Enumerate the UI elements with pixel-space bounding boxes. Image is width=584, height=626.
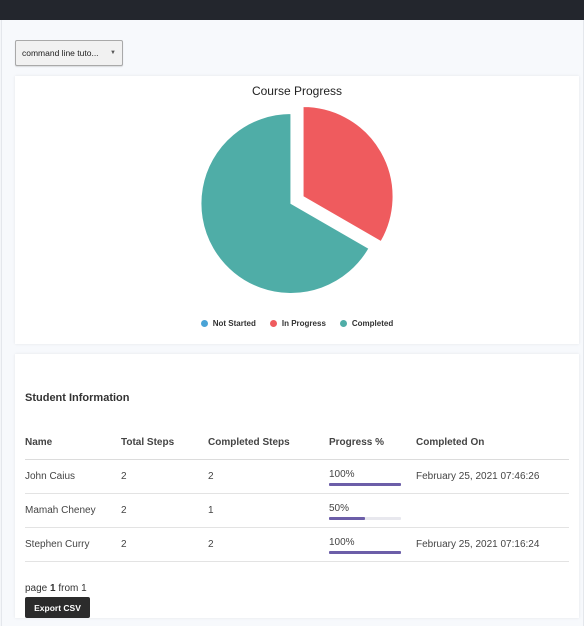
column-header-completed-on: Completed On: [416, 425, 569, 460]
cell-progress: 50%: [329, 493, 416, 528]
course-select[interactable]: command line tuto... ▼: [15, 40, 123, 66]
legend-item-completed[interactable]: Completed: [339, 319, 394, 328]
column-header-name: Name: [25, 425, 121, 460]
cell-name: Mamah Cheney: [25, 493, 121, 528]
cell-completed-on: [416, 493, 569, 528]
column-header-total-steps: Total Steps: [121, 425, 208, 460]
cell-completed-on: February 25, 2021 07:16:24: [416, 527, 569, 562]
legend-item-not-started[interactable]: Not Started: [200, 319, 256, 328]
student-information-card: Student Information Name Total Steps Com…: [15, 354, 579, 618]
page-content: command line tuto... ▼ Course Progress N…: [1, 20, 584, 626]
progress-label: 100%: [329, 469, 355, 480]
chevron-down-icon: ▼: [110, 50, 116, 56]
cell-completed-on: February 25, 2021 07:46:26: [416, 459, 569, 494]
progress-label: 50%: [329, 503, 350, 514]
pagination-text: page 1 from 1: [25, 583, 87, 594]
progress-bar-track: [329, 483, 401, 486]
table-header-row: Name Total Steps Completed Steps Progres…: [25, 425, 569, 460]
legend-dot-not-started: [200, 320, 208, 327]
progress-bar-track: [329, 551, 401, 554]
page-total: 1: [81, 583, 87, 594]
legend-dot-completed: [339, 320, 347, 327]
column-header-completed-steps: Completed Steps: [208, 425, 329, 460]
cell-completed-steps: 2: [208, 459, 329, 494]
top-bar: [0, 0, 584, 20]
pie-chart: [200, 105, 394, 294]
student-table: Name Total Steps Completed Steps Progres…: [25, 425, 569, 562]
page-middle: from: [58, 583, 79, 594]
column-header-progress: Progress %: [329, 425, 416, 460]
cell-progress: 100%: [329, 459, 416, 494]
cell-progress: 100%: [329, 527, 416, 562]
progress-bar-fill: [329, 517, 365, 520]
course-progress-card: Course Progress Not Started In Progress …: [15, 76, 579, 344]
export-csv-button[interactable]: Export CSV: [25, 597, 90, 618]
progress-bar-fill: [329, 483, 401, 486]
table-row: Mamah Cheney 2 1 50%: [25, 493, 569, 528]
pie-slice-completed[interactable]: [200, 112, 370, 294]
legend-label-not-started: Not Started: [212, 319, 256, 328]
chart-title: Course Progress: [251, 84, 343, 98]
page-prefix: page: [25, 583, 48, 594]
progress-label: 100%: [329, 537, 355, 548]
legend-item-in-progress[interactable]: In Progress: [269, 319, 326, 328]
progress-bar-track: [329, 517, 401, 520]
cell-total-steps: 2: [121, 459, 208, 494]
table-row: Stephen Curry 2 2 100% February 25, 2021 07:…: [25, 527, 569, 562]
pie-slice-in-progress[interactable]: [302, 105, 394, 243]
page-current: 1: [50, 583, 56, 594]
progress-bar-fill: [329, 551, 401, 554]
legend-dot-in-progress: [269, 320, 277, 327]
cell-name: John Caius: [25, 459, 121, 494]
cell-completed-steps: 2: [208, 527, 329, 562]
progress-indicator: 50%: [329, 501, 416, 520]
progress-indicator: 100%: [329, 535, 416, 554]
section-title: Student Information: [25, 392, 130, 404]
cell-name: Stephen Curry: [25, 527, 121, 562]
table-row: John Caius 2 2 100% February 25, 2021 07:46:…: [25, 459, 569, 494]
chart-legend: Not Started In Progress Completed: [15, 319, 579, 328]
progress-indicator: 100%: [329, 467, 416, 486]
cell-completed-steps: 1: [208, 493, 329, 528]
legend-label-in-progress: In Progress: [281, 319, 326, 328]
cell-total-steps: 2: [121, 493, 208, 528]
course-select-value: command line tuto...: [22, 48, 99, 58]
cell-total-steps: 2: [121, 527, 208, 562]
legend-label-completed: Completed: [351, 319, 394, 328]
